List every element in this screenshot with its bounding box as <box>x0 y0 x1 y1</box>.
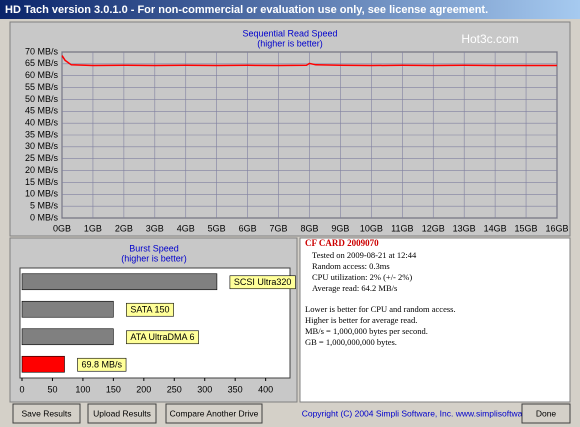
x-tick-label: 5GB <box>208 223 226 233</box>
bar-label: SCSI Ultra320 <box>234 277 292 287</box>
read-line <box>61 55 557 67</box>
label-box <box>126 330 199 345</box>
info-detail: Average read: 64.2 MB/s <box>312 283 397 293</box>
info-detail: Random access: 0.3ms <box>312 261 390 271</box>
y-tick-label: 60 MB/s <box>25 70 59 80</box>
window-title: HD Tach version 3.0.1.0 - For non-commer… <box>5 4 488 16</box>
info-note: GB = 1,000,000,000 bytes. <box>305 337 397 347</box>
x-tick-label: 0GB <box>53 223 71 233</box>
x-tick-label: 150 <box>106 384 121 394</box>
y-tick-label: 30 MB/s <box>25 141 59 151</box>
x-tick-label: 1GB <box>84 223 102 233</box>
info-note: MB/s = 1,000,000 bytes per second. <box>305 326 428 336</box>
chart-subtitle: (higher is better) <box>257 38 323 48</box>
chart-title: Sequential Read Speed <box>242 28 337 38</box>
x-tick-label: 4GB <box>177 223 195 233</box>
x-tick-label: 2GB <box>115 223 133 233</box>
x-tick-label: 9GB <box>331 223 349 233</box>
bar <box>21 328 114 346</box>
y-tick-label: 70 MB/s <box>25 46 59 56</box>
title-bar <box>0 0 580 19</box>
x-tick-label: 16GB <box>545 223 568 233</box>
x-tick-label: 0 <box>19 384 24 394</box>
button[interactable] <box>87 403 157 424</box>
bar <box>21 355 65 373</box>
x-tick-label: 400 <box>258 384 273 394</box>
x-tick-label: 10GB <box>360 223 383 233</box>
label-box <box>126 302 174 317</box>
y-tick-label: 5 MB/s <box>30 201 59 211</box>
x-tick-label: 50 <box>47 384 57 394</box>
info-note: Higher is better for average read. <box>305 315 417 325</box>
y-tick-label: 65 MB/s <box>25 58 59 68</box>
info-note: Lower is better for CPU and random acces… <box>305 304 456 314</box>
button-label[interactable]: Upload Results <box>93 408 151 418</box>
x-tick-label: 350 <box>228 384 243 394</box>
info-panel <box>299 237 571 403</box>
bar-label: 69.8 MB/s <box>82 360 123 370</box>
x-tick-label: 100 <box>75 384 90 394</box>
label-box <box>229 275 296 290</box>
info-detail: Tested on 2009-08-21 at 12:44 <box>312 250 417 260</box>
x-tick-label: 300 <box>197 384 212 394</box>
info-title: CF CARD 2009070 <box>305 238 379 248</box>
chart-title: Burst Speed <box>129 243 179 253</box>
x-tick-label: 6GB <box>239 223 257 233</box>
chart-subtitle: (higher is better) <box>121 253 187 263</box>
x-tick-label: 11GB <box>391 223 413 233</box>
y-tick-label: 50 MB/s <box>25 94 59 104</box>
bar-label: SATA 150 <box>130 305 169 315</box>
button[interactable] <box>165 403 263 424</box>
info-detail: CPU utilization: 2% (+/- 2%) <box>312 272 412 282</box>
bar <box>21 300 114 318</box>
x-tick-label: 200 <box>136 384 151 394</box>
watermark: Hot3c.com <box>461 32 518 46</box>
button[interactable] <box>521 403 571 424</box>
button-label[interactable]: Done <box>536 408 557 418</box>
button-label[interactable]: Save Results <box>21 408 71 418</box>
y-tick-label: 45 MB/s <box>25 106 59 116</box>
bar <box>21 273 218 291</box>
y-tick-label: 55 MB/s <box>25 82 59 92</box>
x-tick-label: 3GB <box>146 223 164 233</box>
y-tick-label: 20 MB/s <box>25 165 59 175</box>
x-tick-label: 15GB <box>515 223 538 233</box>
bar-label: ATA UltraDMA 6 <box>130 332 194 342</box>
x-tick-label: 7GB <box>270 223 288 233</box>
x-tick-label: 8GB <box>300 223 318 233</box>
label-box <box>77 357 127 372</box>
y-tick-label: 35 MB/s <box>25 129 59 139</box>
x-tick-label: 13GB <box>453 223 476 233</box>
y-tick-label: 0 MB/s <box>30 212 59 222</box>
button[interactable] <box>12 403 81 424</box>
y-tick-label: 15 MB/s <box>25 177 59 187</box>
y-tick-label: 10 MB/s <box>25 189 59 199</box>
x-tick-label: 12GB <box>422 223 445 233</box>
x-tick-label: 250 <box>167 384 182 394</box>
y-tick-label: 40 MB/s <box>25 118 59 128</box>
copyright[interactable]: Copyright (C) 2004 Simpli Software, Inc.… <box>302 408 549 418</box>
x-tick-label: 14GB <box>484 223 507 233</box>
y-tick-label: 25 MB/s <box>25 153 59 163</box>
button-label[interactable]: Compare Another Drive <box>170 408 259 418</box>
